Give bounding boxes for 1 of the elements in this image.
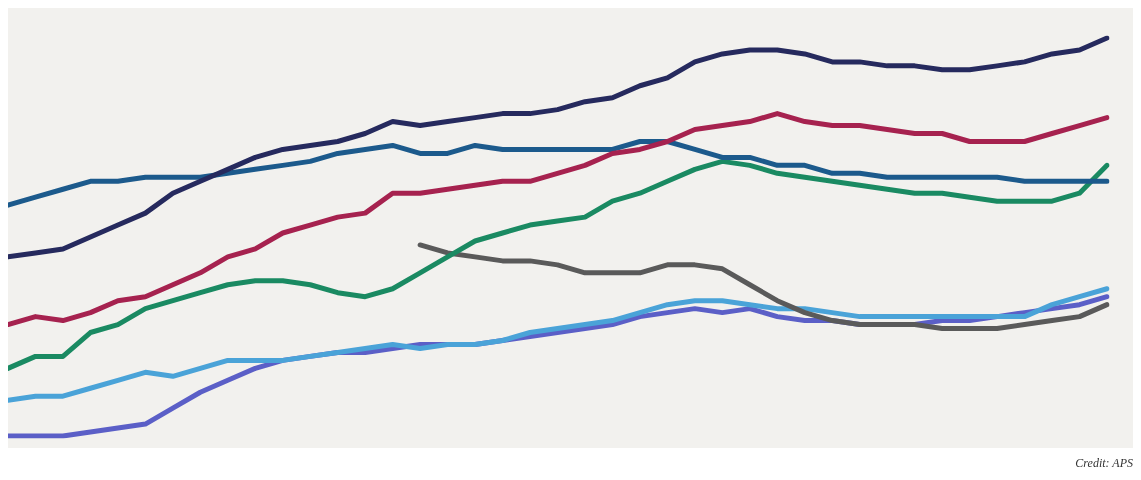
text: Credit: APS — [1074, 456, 1133, 471]
